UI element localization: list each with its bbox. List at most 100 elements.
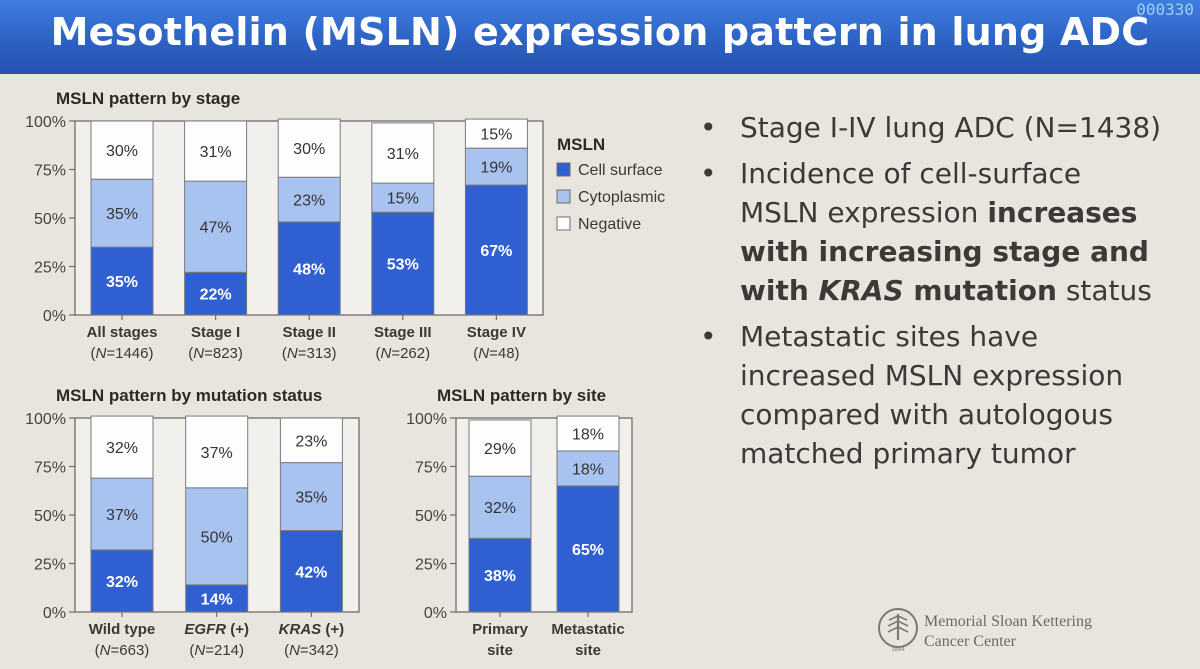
slide-title: Mesothelin (MSLN) expression pattern in …: [50, 10, 1150, 54]
bar-segment: [185, 487, 249, 586]
bar-segment: [279, 417, 343, 464]
data-label: 53%: [387, 257, 419, 274]
bar-segment: [277, 176, 341, 223]
data-label: 14%: [201, 591, 233, 608]
data-label: 48%: [293, 261, 325, 278]
y-tick-label: 0%: [424, 605, 447, 622]
x-tick-label: All stages: [87, 324, 158, 341]
data-label: 19%: [480, 160, 512, 177]
data-label: 32%: [484, 500, 516, 517]
x-tick-label: EGFR (+): [184, 621, 249, 638]
legend-swatch: [556, 189, 571, 204]
y-tick-label: 75%: [34, 460, 66, 477]
category-n-label: (N=214): [189, 642, 244, 659]
bullet-text: Stage I-IV lung ADC (N=1438): [740, 111, 1162, 144]
x-tick-label: Primary: [472, 621, 529, 638]
x-tick-label: Wild type: [89, 621, 156, 638]
chart-title: MSLN pattern by stage: [56, 89, 240, 108]
bar-segment: [464, 184, 528, 316]
data-label: 37%: [106, 507, 138, 524]
data-label: 18%: [572, 427, 604, 444]
data-label: 15%: [480, 127, 512, 144]
data-label: 22%: [200, 287, 232, 304]
bar-segment: [371, 211, 435, 316]
title-banner: Mesothelin (MSLN) expression pattern in …: [0, 0, 1200, 74]
bar-segment: [90, 477, 154, 551]
bar-segment: [464, 118, 528, 149]
data-label: 65%: [572, 542, 604, 559]
bullet-dot: •: [700, 157, 717, 190]
data-label: 31%: [200, 144, 232, 161]
data-label: 35%: [106, 274, 138, 291]
data-label: 47%: [200, 220, 232, 237]
data-label: 18%: [572, 461, 604, 478]
data-label: 32%: [106, 574, 138, 591]
x-tick-label: Stage III: [374, 324, 432, 341]
logo-year: 1884: [891, 647, 905, 653]
logo-emblem-icon: 1884: [878, 608, 918, 653]
legend-swatch: [556, 162, 571, 177]
category-n-label: (N=342): [284, 642, 339, 659]
logo-line-2: Cancer Center: [924, 633, 1016, 650]
bullet-text: Metastatic sites have increased MSLN exp…: [740, 320, 1124, 470]
y-tick-label: 0%: [43, 605, 66, 622]
bar-segment: [90, 246, 154, 316]
legend-label: Negative: [578, 216, 641, 233]
data-label: 35%: [106, 206, 138, 223]
x-tick-label: site: [575, 642, 601, 659]
data-label: 35%: [295, 490, 327, 507]
x-tick-label: Stage II: [283, 324, 336, 341]
data-label: 23%: [293, 193, 325, 210]
category-n-label: (N=48): [473, 345, 519, 362]
bar-segment: [468, 419, 532, 477]
y-tick-label: 75%: [34, 163, 66, 180]
y-tick-label: 25%: [34, 557, 66, 574]
category-n-label: (N=823): [188, 345, 243, 362]
bar-segment: [556, 415, 620, 452]
chart-title: MSLN pattern by site: [437, 386, 606, 405]
y-tick-label: 100%: [25, 114, 66, 131]
chart-title: MSLN pattern by mutation status: [56, 386, 322, 405]
bullet-dot: •: [700, 111, 717, 144]
mskcc-logo: 1884 Memorial Sloan Kettering Cancer Cen…: [876, 604, 1176, 660]
category-n-label: (N=262): [375, 345, 430, 362]
x-tick-label: Metastatic: [551, 621, 624, 638]
y-tick-label: 75%: [415, 460, 447, 477]
bullet-list: • Stage I-IV lung ADC (N=1438) • Incidence …: [698, 108, 1168, 480]
data-label: 29%: [484, 441, 516, 458]
bullet-text: mutation: [903, 274, 1057, 307]
bar-segment: [90, 178, 154, 248]
charts-area: MSLN pattern by stage 0% 25% 50% 75% 100% 35% 3…: [25, 89, 665, 659]
data-label: 32%: [106, 440, 138, 457]
data-label: 67%: [480, 243, 512, 260]
bullet-text: KRAS: [818, 274, 904, 307]
legend-swatch: [556, 216, 571, 231]
bar-segment: [90, 120, 154, 180]
category-n-label: (N=313): [282, 345, 337, 362]
x-tick-label: Stage I: [191, 324, 240, 341]
bullet-item: • Metastatic sites have increased MSLN ex…: [698, 317, 1168, 473]
legend-label: Cell surface: [578, 162, 663, 179]
data-label: 42%: [295, 564, 327, 581]
y-tick-label: 100%: [25, 411, 66, 428]
legend-title: MSLN: [557, 135, 605, 154]
legend-label: Cytoplasmic: [578, 189, 665, 206]
y-tick-label: 50%: [34, 211, 66, 228]
slide-counter: 000330: [1136, 0, 1194, 19]
y-tick-label: 100%: [406, 411, 447, 428]
data-label: 15%: [387, 191, 419, 208]
data-label: 30%: [106, 143, 138, 160]
y-tick-label: 25%: [34, 260, 66, 277]
data-label: 38%: [484, 568, 516, 585]
bar-segment: [184, 120, 248, 182]
category-n-label: (N=663): [95, 642, 150, 659]
data-label: 37%: [201, 445, 233, 462]
x-tick-label: KRAS (+): [279, 621, 344, 638]
bar-segment: [277, 118, 341, 178]
bar-segment: [468, 475, 532, 539]
bullet-item: • Incidence of cell-surface MSLN expressi…: [698, 154, 1168, 310]
bar-segment: [184, 180, 248, 273]
bar-segment: [279, 462, 343, 532]
bar-segment: [371, 122, 435, 184]
data-label: 30%: [293, 141, 325, 158]
